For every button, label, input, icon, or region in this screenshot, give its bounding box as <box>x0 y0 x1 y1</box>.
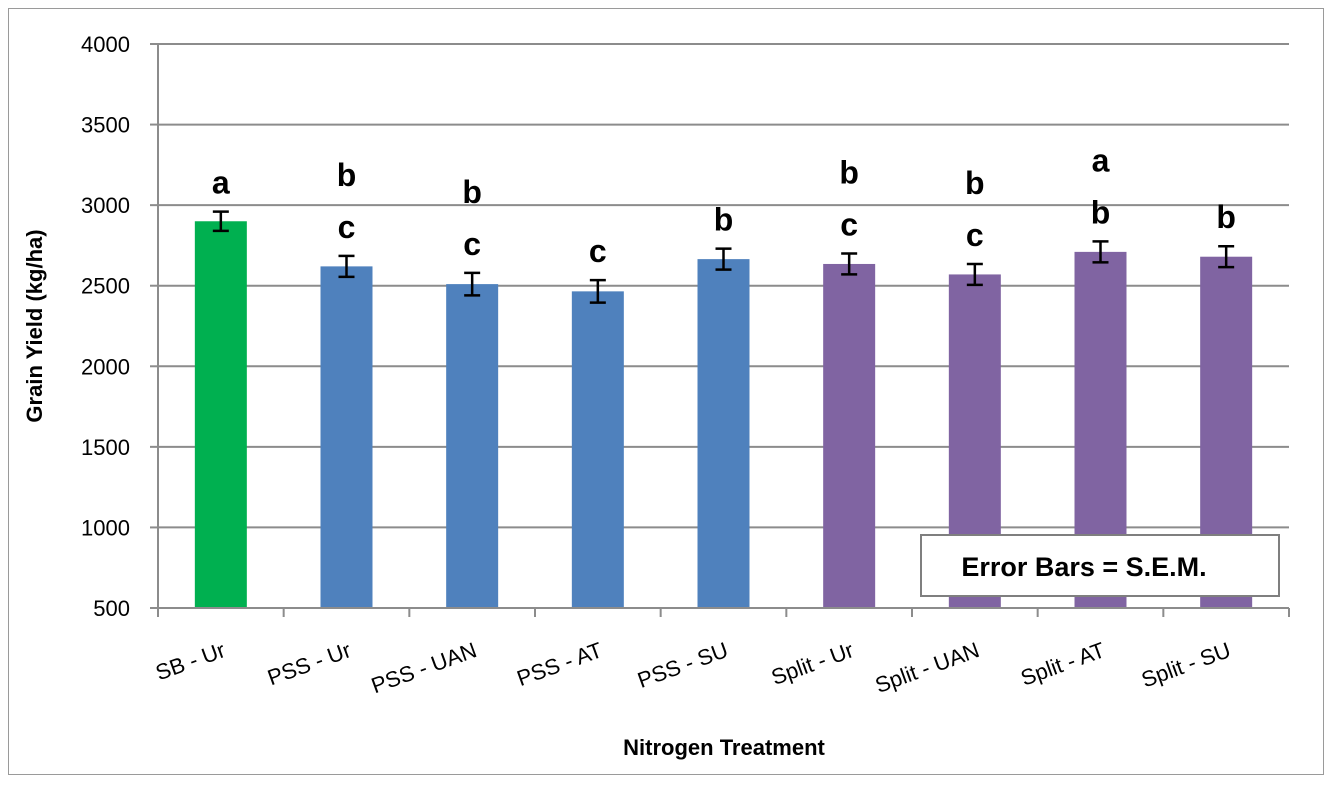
significance-letter: b <box>839 154 859 190</box>
significance-letter: a <box>1092 142 1110 178</box>
y-tick-label: 2500 <box>81 274 130 299</box>
significance-letter: c <box>840 206 858 242</box>
x-tick-label: SB - Ur <box>152 637 228 685</box>
x-tick-label: PSS - SU <box>634 637 731 693</box>
x-tick-label: Split - SU <box>1138 637 1234 692</box>
y-axis-title: Grain Yield (kg/ha) <box>22 229 47 422</box>
note-box <box>920 534 1280 597</box>
error-bars <box>212 210 1235 304</box>
axes <box>150 43 1290 617</box>
y-tick-labels: 500 1000 1500 2000 2500 3000 3500 4000 <box>81 32 130 621</box>
significance-letter: c <box>338 209 356 245</box>
significance-letter: b <box>1216 199 1236 235</box>
y-tick-label: 4000 <box>81 32 130 57</box>
significance-letter: b <box>1091 194 1111 230</box>
significance-letter: b <box>462 174 482 210</box>
significance-letter: c <box>966 217 984 253</box>
significance-letter: c <box>463 226 481 262</box>
bar <box>697 259 750 608</box>
significance-letter: b <box>714 202 734 238</box>
x-tick-label: Split - UAN <box>872 637 983 698</box>
bar <box>571 291 624 608</box>
note-text: Error Bars = S.E.M. <box>961 552 1206 582</box>
error-bar-note: Error Bars = S.E.M. <box>920 534 1280 597</box>
bars <box>194 221 1253 609</box>
bar <box>194 221 247 608</box>
y-tick-label: 1000 <box>81 515 130 540</box>
significance-letter: c <box>589 233 607 269</box>
bar <box>320 266 373 608</box>
significance-letter: b <box>965 165 985 201</box>
x-tick-label: Split - AT <box>1017 637 1108 690</box>
x-tick-label: PSS - AT <box>514 637 606 691</box>
x-axis-title: Nitrogen Treatment <box>623 735 825 760</box>
y-tick-label: 1500 <box>81 435 130 460</box>
y-tick-label: 3500 <box>81 113 130 138</box>
x-tick-label: PSS - UAN <box>368 637 480 698</box>
y-tick-label: 3000 <box>81 193 130 218</box>
y-tick-label: 2000 <box>81 354 130 379</box>
significance-letter: b <box>337 157 357 193</box>
bar <box>446 284 499 608</box>
x-tick-labels: SB - Ur PSS - Ur PSS - UAN PSS - AT PSS - SU… <box>152 637 1234 698</box>
x-tick-label: Split - Ur <box>768 637 857 690</box>
x-tick-label: PSS - Ur <box>264 637 354 690</box>
significance-letter: a <box>212 165 230 201</box>
bar <box>823 263 876 608</box>
y-tick-label: 500 <box>93 596 130 621</box>
